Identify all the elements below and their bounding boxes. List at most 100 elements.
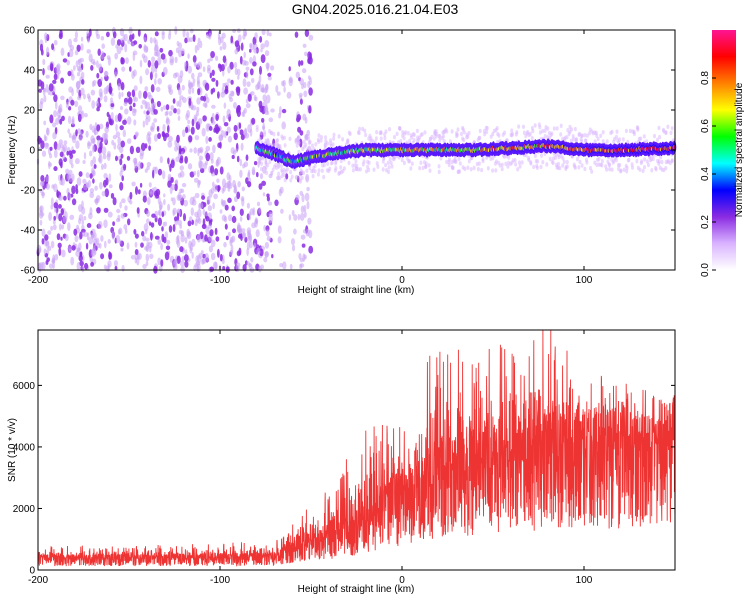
spectrogram-noise-cell [148,145,152,151]
spectrogram-noise-cell [246,248,249,256]
spectrogram-y-tick-label: 60 [24,26,36,37]
spectrogram-halo-cell [589,166,592,171]
spectrogram-noise-cell [304,192,310,202]
spectrogram-halo-cell [466,165,470,170]
spectrogram-noise-cell [145,68,150,76]
spectrogram-noise-cell [184,37,188,44]
spectrogram-noise-cell [237,75,240,80]
spectrogram-halo-cell [574,137,578,142]
spectrogram-noise-cell [155,50,161,57]
spectrogram-noise-cell [66,173,71,181]
spectrogram-halo-cell [518,160,521,165]
spectrogram-noise-cell [291,244,296,252]
spectrogram-noise-cell [77,105,83,112]
spectrogram-halo-cell [268,159,272,164]
spectrogram-noise-cell [305,228,310,237]
spectrogram-halo-cell [306,134,310,139]
spectrogram-noise-cell [157,238,161,245]
spectrogram-noise-cell [122,119,127,126]
spectrogram-halo-cell [612,158,616,164]
spectrogram-noise-cell [251,117,256,125]
spectrogram-noise-cell [110,103,115,108]
spectrogram-noise-cell [75,140,80,149]
spectrogram-noise-cell [170,197,174,202]
spectrogram-halo-cell [390,164,394,169]
spectrogram-halo-cell [278,144,282,149]
spectrogram-noise-cell [275,85,279,93]
spectrogram-noise-cell [170,176,174,183]
spectrogram-halo-cell [375,130,379,135]
spectrogram-noise-cell [264,241,269,249]
spectrogram-noise-cell [192,55,197,63]
spectrogram-halo-cell [585,133,589,138]
spectrogram-noise-cell [75,129,78,137]
spectrogram-noise-cell [308,34,314,41]
spectrogram-noise-cell [300,205,305,214]
spectrogram-noise-cell [60,77,65,84]
spectrogram-halo-cell [379,136,383,141]
colorbar-gradient [712,30,736,270]
spectrogram-halo-cell [494,168,498,173]
spectrogram-noise-cell [93,164,97,169]
spectrogram-halo-cell [538,125,542,130]
spectrogram-halo-cell [259,130,263,136]
spectrogram-noise-cell [45,84,49,93]
spectrogram-noise-cell [134,257,137,264]
spectrogram-noise-cell [253,48,258,54]
spectrogram-noise-cell [238,247,242,256]
spectrogram-noise-cell [90,232,94,237]
spectrogram-noise-cell [83,93,86,100]
spectrogram-noise-cell [76,262,81,271]
spectrogram-noise-cell [117,82,121,91]
spectrogram-noise-cell [180,188,185,194]
spectrogram-noise-cell [207,58,211,64]
spectrogram-noise-cell [125,57,129,64]
spectrogram-noise-cell [244,132,250,139]
spectrogram-halo-cell [533,123,537,128]
spectrogram-noise-cell [179,170,185,178]
spectrogram-noise-cell [196,170,200,178]
spectrogram-halo-cell [645,139,649,144]
spectrogram-noise-cell [115,123,118,132]
spectrogram-noise-cell [144,228,148,235]
spectrogram-noise-cell [139,182,143,188]
spectrogram-noise-cell [223,102,227,109]
spectrogram-noise-cell [88,236,93,245]
spectrogram-noise-cell [205,97,210,104]
spectrogram-noise-cell [270,108,275,113]
spectrogram-noise-cell [53,39,58,46]
spectrogram-halo-cell [578,159,582,165]
spectrogram-noise-cell [150,98,154,105]
spectrogram-noise-cell [294,31,299,38]
spectrogram-noise-cell [92,178,95,184]
spectrogram-noise-cell [279,186,284,194]
spectrogram-noise-cell [76,72,81,77]
spectrogram-halo-cell [455,132,459,138]
spectrogram-noise-cell [224,85,229,92]
spectrogram-noise-cell [231,154,235,160]
spectrogram-halo-cell [375,161,379,166]
spectrogram-noise-cell [134,233,139,239]
spectrogram-noise-cell [69,214,75,220]
spectrogram-noise-cell [277,225,282,234]
spectrogram-noise-cell [246,241,250,251]
spectrogram-noise-cell [194,192,200,199]
spectrogram-noise-cell [192,78,196,84]
spectrogram-noise-cell [156,100,161,108]
spectrogram-halo-cell [660,159,664,165]
spectrogram-noise-cell [83,184,88,191]
spectrogram-halo-cell [408,159,412,164]
spectrogram-noise-cell [288,76,293,83]
spectrogram-halo-cell [565,164,569,169]
spectrogram-noise-cell [73,37,78,43]
spectrogram-noise-cell [297,126,302,133]
spectrogram-noise-cell [77,128,82,135]
spectrogram-noise-cell [181,182,187,188]
spectrogram-noise-cell [222,55,227,63]
spectrogram-noise-cell [189,247,193,254]
spectrogram-noise-cell [308,245,314,254]
spectrogram-noise-cell [296,114,302,121]
spectrogram-noise-cell [97,48,101,56]
spectrogram-noise-cell [202,202,207,208]
spectrogram-noise-cell [49,146,53,151]
